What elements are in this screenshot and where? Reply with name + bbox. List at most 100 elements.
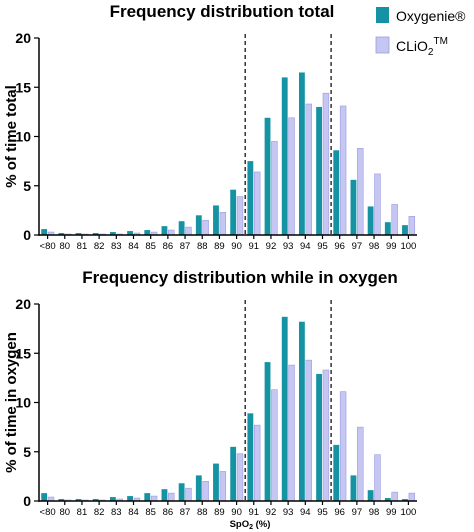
bar-oxygenie-13 [264,117,271,235]
bar-oxygenie-14 [281,77,288,236]
x-tick-label-18: 97 [352,507,363,518]
bar-clio2-18 [357,148,364,236]
x-tick-label-19: 98 [369,241,380,252]
bar-oxygenie-3 [92,499,99,501]
bar-oxygenie-7 [161,226,168,235]
bar-oxygenie-17 [333,150,340,235]
bar-clio2-9 [202,480,209,502]
bar-clio2-14 [288,117,295,236]
legend-label-clio2: CLiO2TM [396,36,448,58]
x-tick-label-20: 99 [386,507,397,518]
bar-oxygenie-5 [127,496,133,501]
bar-clio2-12 [253,424,261,502]
bar-clio2-15 [305,103,312,236]
bar-oxygenie-19 [367,490,374,501]
bar-clio2-16 [322,369,330,502]
bar-clio2-13 [271,389,278,502]
bar-oxygenie-21 [402,499,408,501]
x-tick-label-8: 87 [180,507,191,518]
bar-clio2-11 [236,453,244,502]
x-tick-label-3: 82 [94,507,105,518]
legend-swatch-clio2 [375,36,390,54]
bar-oxygenie-11 [230,446,237,501]
y-tick-label-0: 0 [23,493,31,509]
bar-oxygenie-12 [247,161,254,235]
x-tick-label-14: 93 [283,507,294,518]
chart-total: Frequency distribution total % of time to… [3,2,417,252]
x-tick-label-8: 87 [180,241,191,252]
x-tick-label-9: 88 [197,241,208,252]
bar-oxygenie-5 [127,231,133,235]
x-tick-label-12: 91 [248,241,259,252]
bar-clio2-19 [374,454,381,502]
x-tick-label-5: 84 [128,241,139,252]
bar-oxygenie-11 [230,189,237,235]
x-tick-label-19: 98 [369,507,380,518]
bar-oxygenie-15 [298,72,305,235]
x-tick-label-10: 89 [214,507,225,518]
bar-oxygenie-12 [247,413,254,501]
bar-clio2-9 [202,219,209,236]
x-axis-label-post: (%) [253,519,270,530]
x-tick-label-11: 90 [231,241,242,252]
x-tick-label-17: 96 [334,507,345,518]
bar-clio2-21 [408,215,416,236]
legend: Oxygenie® CLiO2TM [375,7,466,58]
bar-oxygenie-3 [92,233,99,235]
bar-clio2-18 [357,426,364,502]
bar-clio2-14 [288,364,295,502]
y-axis-label: % of time in oxygen [3,332,20,473]
bar-oxygenie-17 [333,444,340,501]
bar-oxygenie-1 [58,233,65,235]
x-tick-label-2: 81 [77,507,88,518]
bar-clio2-20 [391,491,398,502]
chart-title: Frequency distribution total [110,2,335,21]
chart-title: Frequency distribution while in oxygen [82,268,397,287]
x-tick-label-18: 97 [352,241,363,252]
bar-clio2-10 [219,212,227,236]
x-tick-label-15: 94 [300,241,311,252]
y-tick-label-2: 10 [15,129,31,145]
bar-oxygenie-19 [367,206,374,235]
bar-clio2-13 [271,141,278,236]
bar-oxygenie-0 [41,493,48,501]
bar-oxygenie-16 [316,373,322,501]
x-tick-label-9: 88 [197,507,208,518]
x-tick-label-7: 86 [163,507,174,518]
bar-oxygenie-20 [384,498,391,501]
x-tick-label-0: <80 [40,507,56,518]
bar-oxygenie-0 [41,229,48,235]
legend-label-clio2-sub: 2 [428,47,434,58]
x-tick-label-12: 91 [248,507,259,518]
x-tick-label-6: 85 [145,241,156,252]
bar-clio2-7 [168,492,175,502]
y-axis-label: % of time total [3,85,20,188]
y-tick-label-4: 20 [15,30,31,46]
bar-oxygenie-4 [109,232,116,235]
x-axis-label-pre: SpO [230,519,250,530]
bar-oxygenie-18 [350,475,357,501]
legend-label-clio2-sup: TM [433,36,447,47]
bar-oxygenie-16 [316,106,322,235]
bar-oxygenie-20 [384,222,391,235]
y-tick-label-3: 15 [15,79,31,95]
legend-label-clio2-base: CLiO [396,38,428,54]
x-tick-label-20: 99 [386,241,397,252]
x-tick-label-15: 94 [300,507,311,518]
bar-oxygenie-21 [402,225,408,235]
x-tick-label-13: 92 [266,241,277,252]
bar-clio2-15 [305,359,312,502]
bar-clio2-21 [408,492,416,502]
bar-clio2-17 [339,105,347,236]
x-tick-label-2: 81 [77,241,88,252]
chart-oxygen: Frequency distribution while in oxygen % … [3,268,417,518]
x-tick-label-4: 83 [111,507,122,518]
bar-oxygenie-18 [350,179,357,235]
x-tick-label-17: 96 [334,241,345,252]
y-tick-label-1: 5 [23,444,31,460]
x-tick-label-21: 100 [400,507,416,518]
bar-clio2-19 [374,173,381,236]
bar-oxygenie-1 [58,499,65,501]
bar-clio2-11 [236,196,244,236]
